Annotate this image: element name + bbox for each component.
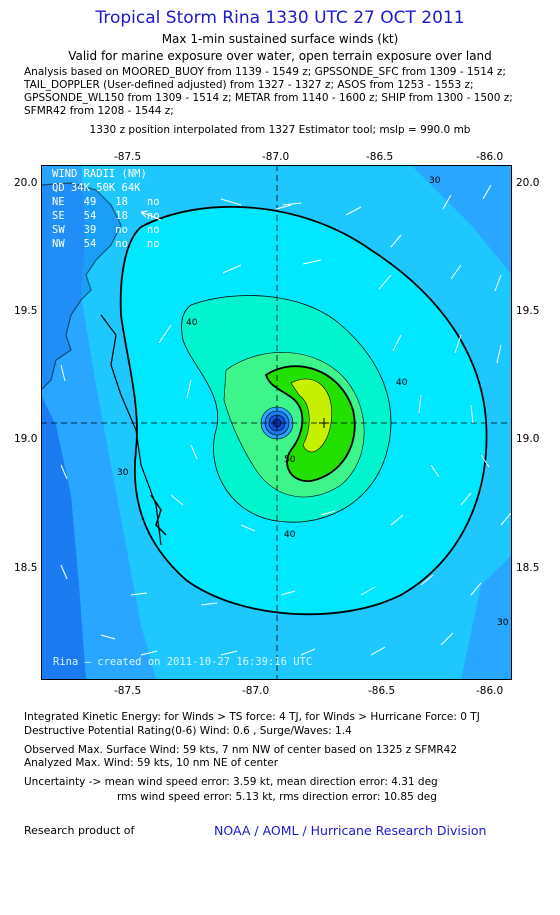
contour-label: 40 — [284, 530, 296, 540]
center-marker — [319, 418, 329, 428]
analysis-line: SFMR42 from 1208 - 1544 z; — [24, 105, 174, 117]
uncertainty-mean-line: Uncertainty -> mean wind speed error: 3.… — [24, 776, 438, 788]
lat-tick-left: 19.0 — [14, 433, 38, 445]
analysis-line: TAIL_DOPPLER (User-defined adjusted) fro… — [24, 79, 474, 91]
wind-band-55-plus — [290, 378, 333, 453]
lat-tick-right: 19.5 — [516, 305, 540, 317]
wind-band-10-20 — [41, 395, 86, 680]
legend-header: QD 34K 50K 64K — [52, 182, 141, 194]
legend-64k: no — [146, 238, 160, 250]
contour-label: 30 — [117, 468, 129, 478]
legend-34k: 49 — [83, 196, 97, 208]
lon-tick-top: -86.0 — [476, 151, 504, 163]
lon-tick-top: -86.5 — [366, 151, 394, 163]
legend-64k: no — [146, 224, 160, 236]
lat-tick-right: 20.0 — [516, 177, 540, 189]
contour-label: 40 — [186, 318, 198, 328]
coastline — [41, 182, 122, 391]
map-subtitle: Max 1-min sustained surface winds (kt) — [161, 32, 399, 46]
map-credit: Rina – created on 2011-10-27 16:39:16 UT… — [53, 656, 313, 668]
validity-note: Valid for marine exposure over water, op… — [68, 49, 492, 63]
lon-tick-bottom: -86.0 — [476, 685, 504, 697]
wind-field-map: 30 40 40 40 50 30 30 — [41, 165, 512, 680]
uncertainty-rms-line: rms wind speed error: 5.13 kt, rms direc… — [117, 791, 437, 803]
contour-label: 30 — [497, 618, 509, 628]
lat-tick-left: 19.5 — [14, 305, 38, 317]
legend-34k: 54 — [83, 210, 97, 222]
dpr-line: Destructive Potential Rating(0-6) Wind: … — [24, 725, 352, 737]
lat-tick-left: 20.0 — [14, 177, 38, 189]
organization-name: NOAA / AOML / Hurricane Research Divisio… — [214, 823, 487, 838]
wind-band-20-30-se — [461, 555, 512, 680]
interpolation-note: 1330 z position interpolated from 1327 E… — [89, 124, 471, 136]
legend-row: NW 54 no no — [52, 237, 160, 251]
ike-line: Integrated Kinetic Energy: for Winds > T… — [24, 711, 480, 723]
wind-vectors — [60, 184, 512, 656]
lon-tick-bottom: -87.0 — [242, 685, 270, 697]
analysis-sources: Analysis based on MOORED_BUOY from 1139 … — [24, 66, 544, 118]
legend-34k: 54 — [83, 238, 97, 250]
research-product-label: Research product of — [24, 824, 135, 837]
analyzed-max-line: Analyzed Max. Wind: 59 kts, 10 nm NE of … — [24, 757, 279, 769]
island-outline — [150, 494, 167, 536]
legend-50k: 18 — [115, 210, 128, 222]
map-frame — [41, 165, 512, 680]
map-title: Tropical Storm Rina 1330 UTC 27 OCT 2011 — [95, 8, 465, 28]
legend-row: SE 54 18 no — [52, 209, 160, 223]
legend-quadrant: SE — [52, 210, 65, 222]
legend-quadrant: NE — [52, 196, 65, 208]
legend-64k: no — [146, 196, 160, 208]
legend-quadrant: NW — [52, 238, 65, 250]
wind-radii-legend: WIND RADII (NM) QD 34K 50K 64K NE 49 18 … — [52, 167, 160, 251]
legend-64k: no — [146, 210, 160, 222]
lat-tick-right: 18.5 — [516, 562, 540, 574]
lon-tick-bottom: -87.5 — [114, 685, 142, 697]
lon-tick-bottom: -86.5 — [368, 685, 396, 697]
contour-label: 40 — [396, 378, 408, 388]
legend-quadrant: SW — [52, 224, 65, 236]
legend-34k: 39 — [83, 224, 97, 236]
lon-tick-top: -87.5 — [114, 151, 142, 163]
lat-tick-right: 19.0 — [516, 433, 540, 445]
contour-label: 50 — [284, 455, 296, 465]
legend-title: WIND RADII (NM) — [52, 168, 147, 180]
legend-row: NE 49 18 no — [52, 195, 160, 209]
legend-row: SW 39 no no — [52, 223, 160, 237]
observed-max-line: Observed Max. Surface Wind: 59 kts, 7 nm… — [24, 744, 458, 756]
legend-50k: no — [115, 238, 128, 250]
lat-tick-left: 18.5 — [14, 562, 38, 574]
legend-50k: no — [115, 224, 128, 236]
analysis-line: Analysis based on MOORED_BUOY from 1139 … — [24, 66, 506, 78]
lon-tick-top: -87.0 — [262, 151, 290, 163]
legend-50k: 18 — [115, 196, 128, 208]
analysis-line: GPSSONDE_WL150 from 1309 - 1514 z; METAR… — [24, 92, 513, 104]
contour-label: 30 — [429, 176, 441, 186]
